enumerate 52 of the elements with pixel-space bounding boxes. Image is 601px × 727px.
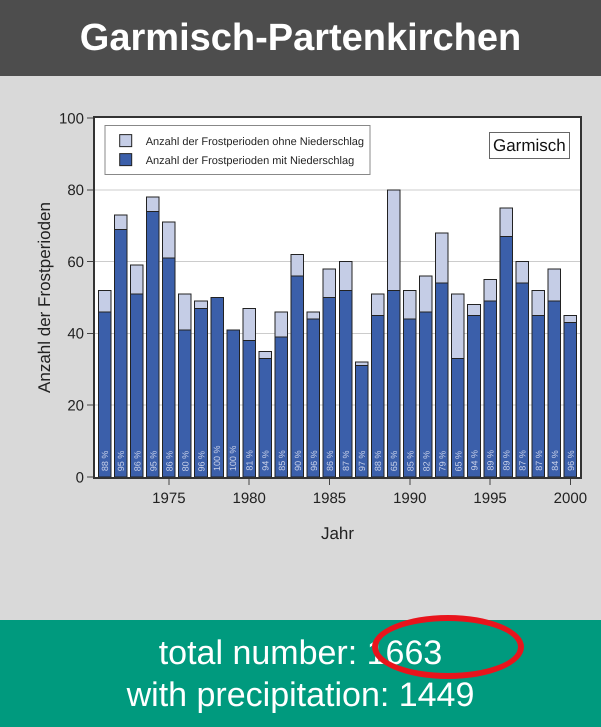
- annotation: 86 %: [164, 450, 174, 472]
- y-axis-title: Anzahl der Frostperioden: [35, 202, 54, 393]
- annotation: 97 %: [357, 450, 368, 472]
- x-tick-label: 1995: [473, 490, 507, 507]
- bar: [226, 329, 240, 477]
- annotation: 90 %: [292, 450, 303, 471]
- annotation: 96 %: [308, 450, 319, 471]
- x-axis-title: Jahr: [320, 524, 354, 543]
- annotation: 94 %: [470, 450, 480, 471]
- annotation: 87 %: [534, 450, 544, 471]
- annotation: 82 %: [421, 450, 432, 472]
- annotation: 89 %: [502, 450, 512, 471]
- annotation: 89 %: [486, 450, 496, 471]
- legend-label: Anzahl der Frostperioden mit Niederschlag: [146, 154, 354, 167]
- annotation: 96 %: [566, 450, 576, 471]
- annotation: 86 %: [132, 450, 142, 472]
- bar: [354, 365, 368, 477]
- chart-title: Garmisch-Partenkirchen: [0, 0, 601, 76]
- annotation: 87 %: [518, 450, 528, 471]
- x-tick-label: 2000: [554, 490, 588, 507]
- x-tick-label: 1990: [393, 490, 426, 507]
- y-tick-label: 0: [76, 469, 84, 486]
- x-tick-label: 1985: [312, 490, 346, 507]
- text: with precipitation: 1449: [126, 675, 476, 716]
- annotation: 96 %: [196, 450, 206, 472]
- y-tick-label: 40: [67, 326, 84, 343]
- legend-label: Anzahl der Frostperioden ohne Niederschlag: [146, 136, 364, 148]
- x-tick-label: 1975: [152, 490, 186, 507]
- annotation: 85 %: [405, 450, 416, 472]
- annotation: 84 %: [550, 450, 560, 471]
- annotation: 81 %: [244, 450, 255, 471]
- annotation: 79 %: [437, 450, 448, 472]
- annotation: 100 %: [212, 446, 222, 472]
- y-tick-label: 100: [58, 110, 84, 128]
- annotation: 86 %: [324, 450, 335, 471]
- annotation: 85 %: [276, 450, 287, 471]
- annotation: 65 %: [453, 450, 464, 472]
- annotation: 95 %: [116, 450, 126, 472]
- y-tick-label: 20: [67, 397, 84, 414]
- annotation: 100 %: [228, 446, 238, 472]
- y-tick-label: 80: [67, 182, 84, 200]
- annotation: 88 %: [100, 450, 110, 472]
- annotation: 94 %: [260, 450, 271, 471]
- annotation: 65 %: [389, 450, 400, 472]
- y-tick-label: 60: [67, 254, 84, 271]
- annotation: 95 %: [148, 450, 158, 472]
- annotation: 80 %: [180, 450, 190, 472]
- x-tick-label: 1980: [232, 490, 266, 507]
- bar: [210, 297, 224, 477]
- annotation: 87 %: [341, 450, 352, 472]
- annotation: 88 %: [373, 450, 384, 472]
- annotation: Garmisch: [493, 136, 566, 155]
